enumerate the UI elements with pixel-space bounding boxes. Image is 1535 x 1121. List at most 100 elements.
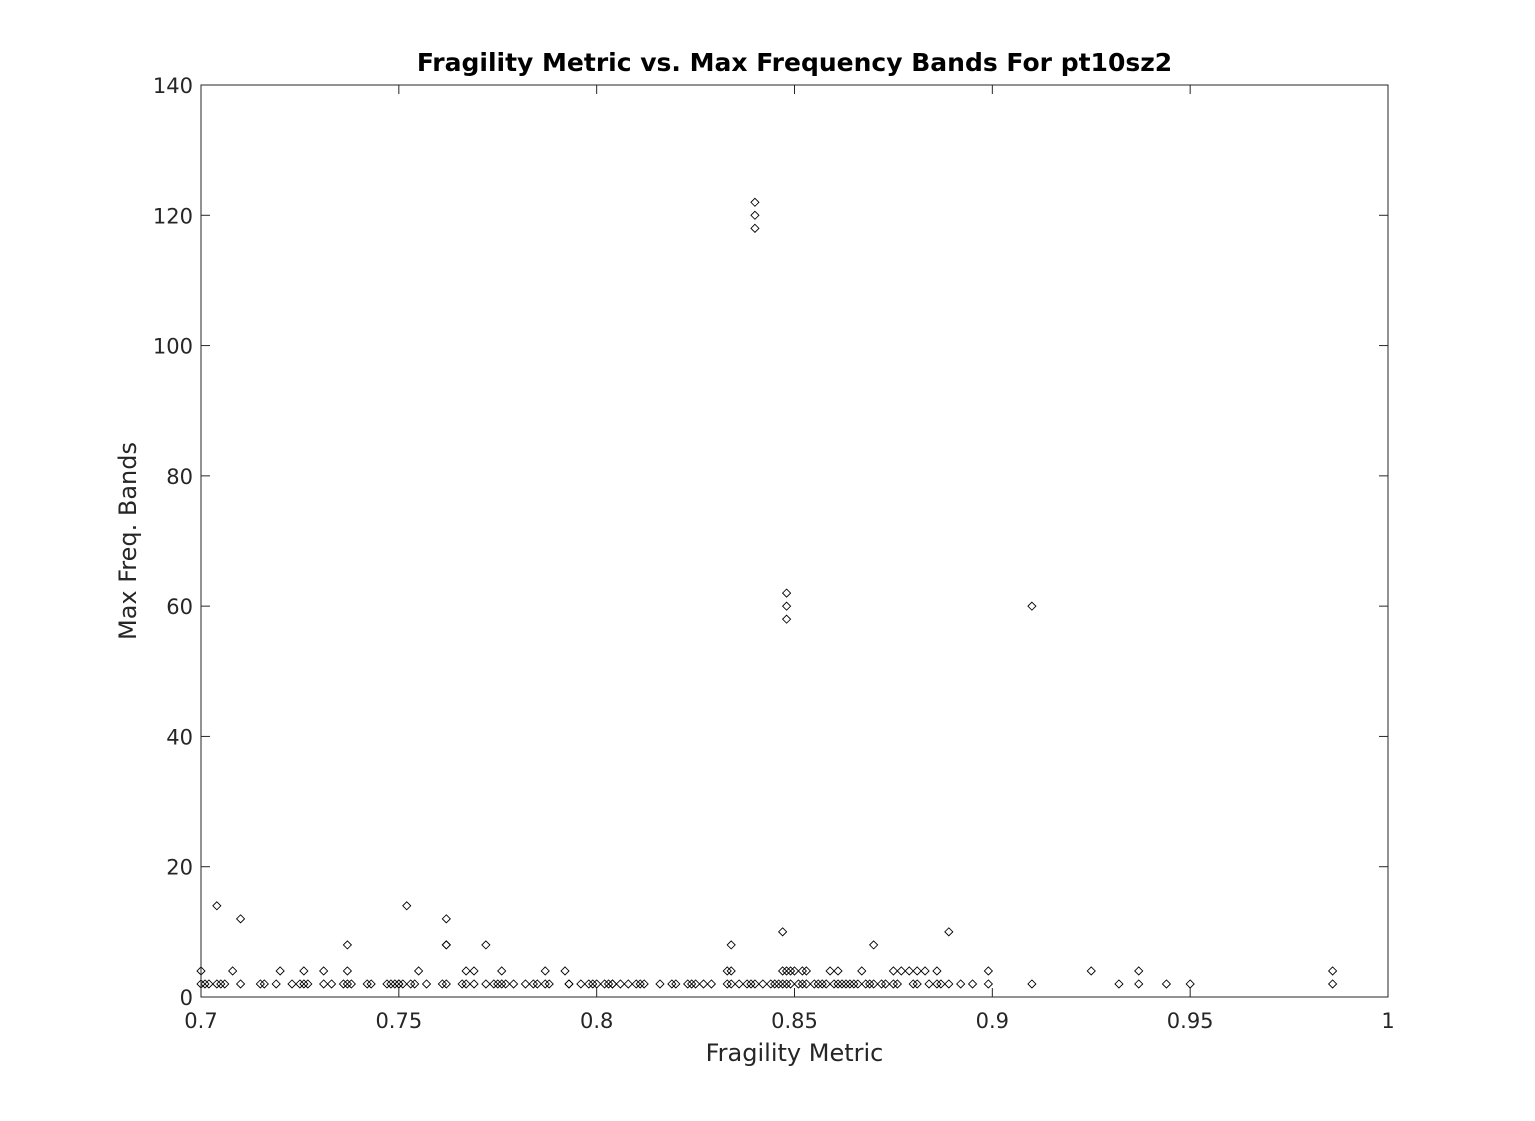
data-point [342,979,353,989]
data-point [421,979,432,989]
data-point [386,979,396,989]
data-point [406,979,416,989]
data-point [228,966,238,976]
y-tick-label: 20 [166,856,193,880]
data-point [441,979,451,989]
y-tick-label: 0 [180,986,193,1010]
data-point [770,979,780,989]
data-point [967,979,978,989]
data-point [833,966,843,976]
data-point [413,966,424,976]
data-point [588,979,598,989]
data-point [750,210,760,220]
data-point [319,966,329,976]
data-point [849,979,859,989]
data-point [623,979,633,989]
data-point [528,979,538,989]
data-point [924,979,934,989]
data-point [865,979,875,989]
data-point [382,979,392,989]
data-point [655,979,665,989]
data-point [437,979,447,989]
data-point [259,979,269,989]
data-point [216,979,226,989]
data-point [781,601,792,611]
data-point [801,979,812,989]
data-point [888,979,899,989]
data-point [671,979,681,989]
data-point [801,966,812,976]
data-point [813,979,823,989]
data-point [936,979,946,989]
data-point [220,979,230,989]
x-tick-label: 0.75 [375,1009,422,1033]
data-point [1327,966,1338,976]
data-point [615,979,626,989]
y-tick-label: 60 [166,595,193,619]
data-point [912,966,922,976]
data-point [287,979,297,989]
data-point [200,979,210,989]
data-point [457,979,467,989]
data-point [398,979,408,989]
data-point [461,966,471,976]
data-point [540,966,550,976]
data-point [212,979,222,989]
data-point [825,966,835,976]
data-point [833,979,843,989]
data-point [346,979,356,989]
y-tick-label: 140 [153,74,193,98]
data-point [758,979,768,989]
data-point [497,966,507,976]
data-point [742,979,752,989]
data-point [540,979,550,989]
data-point [493,979,503,989]
y-tick-label: 100 [153,335,193,359]
data-point [774,979,784,989]
data-point [983,966,994,976]
data-point [1114,979,1124,989]
data-point [706,979,717,989]
data-point [1161,979,1172,989]
y-tick-label: 120 [153,204,193,228]
data-point [299,979,309,989]
data-point [366,979,376,989]
data-point [722,979,732,989]
data-point [469,966,479,976]
data-point [876,979,887,989]
data-point [299,966,309,976]
data-point [932,966,942,976]
ticks-layer: 0.7 0.75 0.8 0.85 0.9 0.95 1 0 20 40 60 80 100 120 140 [153,74,1395,1033]
data-point [390,979,400,989]
data-point [1086,966,1096,976]
data-point [631,979,641,989]
data-point [797,966,808,976]
data-point [944,979,954,989]
data-point [1134,966,1144,976]
data-point [861,979,871,989]
data-point [734,979,744,989]
data-point [441,914,451,924]
data-point [841,979,851,989]
data-point [235,979,246,989]
x-tick-label: 0.7 [184,1009,217,1033]
data-point [845,979,855,989]
data-point [785,966,796,976]
data-point [857,966,867,976]
data-point [766,979,776,989]
data-point [726,940,736,950]
data-point [212,901,222,911]
data-point [342,940,353,950]
points-layer [196,197,1338,989]
data-point [777,927,788,937]
data-point [777,979,788,989]
x-tick-label: 0.8 [580,1009,613,1033]
data-point [797,979,808,989]
data-point [303,979,313,989]
data-point [944,927,954,937]
data-point [584,979,594,989]
data-point [319,979,329,989]
data-point [635,979,645,989]
x-tick-label: 0.95 [1167,1009,1214,1033]
x-axis-label: Fragility Metric [706,1039,884,1067]
